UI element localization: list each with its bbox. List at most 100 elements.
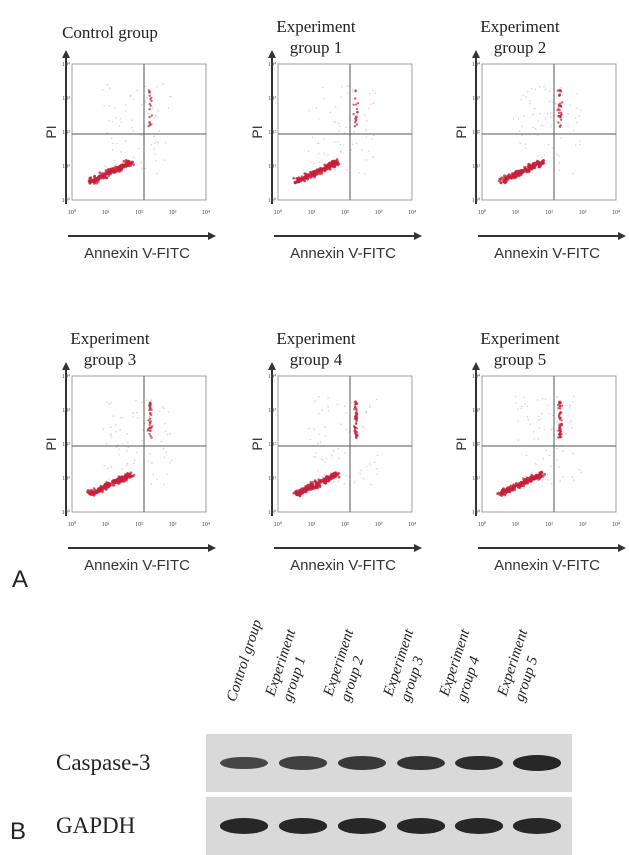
cell-dot bbox=[508, 175, 512, 179]
cell-dot bbox=[334, 472, 338, 476]
cell-dot bbox=[104, 165, 106, 167]
plot-frame bbox=[277, 63, 413, 201]
cell-dot bbox=[311, 136, 314, 138]
cell-dot bbox=[532, 162, 535, 166]
y-tick-label: 10¹ bbox=[62, 164, 70, 170]
cell-dot bbox=[127, 446, 129, 449]
cell-dot bbox=[547, 143, 550, 146]
cell-dot bbox=[532, 165, 536, 168]
cell-dot bbox=[558, 417, 562, 421]
cell-dot bbox=[530, 87, 533, 90]
cell-dot bbox=[88, 181, 92, 185]
cell-dot bbox=[537, 415, 540, 418]
lane-label: Control group bbox=[223, 617, 266, 704]
y-axis-arrow bbox=[472, 362, 480, 370]
cell-dot bbox=[375, 398, 378, 401]
x-tick-label: 10¹ bbox=[308, 210, 316, 216]
cell-dot bbox=[523, 115, 525, 118]
cell-dot bbox=[525, 454, 528, 457]
cell-dot bbox=[110, 433, 112, 436]
cell-dot bbox=[539, 112, 542, 115]
cell-dot bbox=[558, 93, 561, 97]
cell-dot bbox=[150, 482, 153, 485]
cell-dot bbox=[549, 100, 551, 103]
cell-dot bbox=[363, 426, 365, 429]
cell-dot bbox=[354, 119, 357, 123]
x-tick-label: 10¹ bbox=[102, 522, 110, 528]
cell-dot bbox=[116, 163, 118, 165]
x-tick-label: 10⁴ bbox=[202, 522, 210, 528]
cell-dot bbox=[535, 474, 539, 478]
cell-dot bbox=[337, 480, 340, 482]
cell-dot bbox=[549, 90, 551, 92]
cell-dot bbox=[556, 421, 558, 424]
cell-dot bbox=[352, 103, 355, 107]
y-axis-label: PI bbox=[249, 125, 265, 138]
cell-dot bbox=[148, 415, 151, 417]
cell-dot bbox=[157, 110, 160, 112]
cell-dot bbox=[520, 98, 522, 101]
cell-dot bbox=[350, 401, 353, 404]
cell-dot bbox=[541, 162, 544, 165]
cell-dot bbox=[126, 462, 129, 465]
cell-dot bbox=[346, 85, 348, 88]
cell-dot bbox=[354, 89, 357, 92]
cell-dot bbox=[334, 121, 337, 123]
cell-dot bbox=[339, 96, 342, 98]
cell-dot bbox=[107, 467, 109, 470]
cell-dot bbox=[314, 452, 317, 454]
cell-dot bbox=[107, 478, 110, 480]
cell-dot bbox=[557, 406, 560, 410]
cell-dot bbox=[322, 459, 324, 461]
cell-dot bbox=[340, 423, 342, 425]
cell-dot bbox=[501, 491, 505, 495]
lane-label: Experiment group 2 bbox=[320, 627, 376, 704]
cell-dot bbox=[539, 475, 543, 479]
y-tick-label: 10⁴ bbox=[472, 374, 480, 380]
cell-dot bbox=[122, 417, 124, 419]
cell-dot bbox=[364, 173, 366, 175]
cell-dot bbox=[499, 178, 503, 181]
cell-dot bbox=[115, 479, 119, 483]
cell-dot bbox=[330, 474, 333, 478]
flow-plot: 10⁰ 10⁰ 10¹ 10¹ 10² 10² 10³ 10³ 10⁴ 10⁴ Annexin V-… bbox=[43, 362, 216, 574]
cell-dot bbox=[318, 118, 320, 120]
cell-dot bbox=[538, 474, 541, 476]
cell-dot bbox=[514, 395, 517, 398]
cell-dot bbox=[124, 140, 127, 142]
cell-dot bbox=[323, 153, 326, 155]
y-tick-label: 10⁰ bbox=[472, 197, 481, 204]
cell-dot bbox=[345, 428, 348, 431]
cell-dot bbox=[121, 164, 125, 168]
cell-dot bbox=[546, 473, 549, 476]
cell-dot bbox=[340, 150, 342, 152]
cell-dot bbox=[507, 486, 511, 489]
cell-dot bbox=[110, 137, 113, 140]
y-tick-label: 10² bbox=[62, 442, 70, 448]
cell-dot bbox=[98, 488, 102, 492]
cell-dot bbox=[146, 429, 149, 432]
protein-band bbox=[338, 756, 386, 770]
cell-dot bbox=[503, 181, 507, 185]
cell-dot bbox=[524, 403, 526, 405]
cell-dot bbox=[368, 150, 370, 152]
cell-dot bbox=[550, 125, 552, 127]
y-tick-label: 10² bbox=[268, 442, 276, 448]
cell-dot bbox=[339, 125, 341, 128]
cell-dot bbox=[120, 151, 122, 153]
cell-dot bbox=[118, 448, 121, 451]
cell-dot bbox=[171, 459, 173, 462]
cell-dot bbox=[549, 116, 552, 119]
cell-dot bbox=[125, 110, 127, 112]
cell-dot bbox=[351, 143, 354, 146]
cell-dot bbox=[567, 125, 569, 127]
cell-dot bbox=[313, 456, 315, 458]
cell-dot bbox=[307, 427, 310, 430]
cell-dot bbox=[337, 141, 339, 143]
x-axis-arrow bbox=[208, 232, 216, 240]
cell-dot bbox=[109, 172, 112, 176]
cell-dot bbox=[105, 486, 109, 490]
cell-dot bbox=[132, 412, 134, 414]
cell-dot bbox=[558, 402, 561, 405]
cell-dot bbox=[298, 492, 302, 496]
